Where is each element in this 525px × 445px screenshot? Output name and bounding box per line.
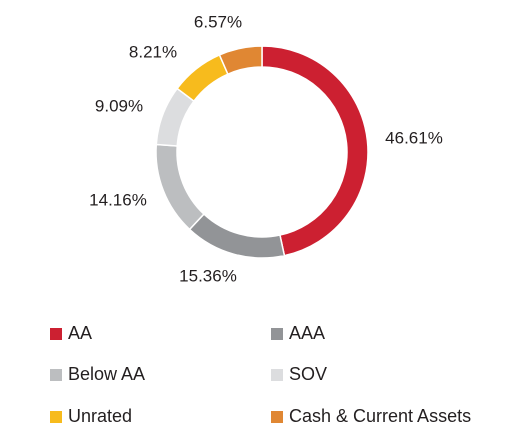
legend-label-cash: Cash & Current Assets <box>289 406 472 426</box>
legend-label-below-aa: Below AA <box>68 364 146 384</box>
legend-label-aaa: AAA <box>289 323 326 343</box>
donut-slice-aa <box>261 45 369 257</box>
donut-slice-below-aa <box>155 143 205 231</box>
legend-swatch-aaa <box>271 327 283 340</box>
legend-item-below-aa: Below AA <box>50 364 145 385</box>
legend-label-unrated: Unrated <box>68 406 133 426</box>
legend-item-sov: SOV <box>271 364 327 385</box>
legend-label-sov: SOV <box>289 364 328 384</box>
legend-item-aaa: AAA <box>271 323 325 344</box>
data-label-below-aa: 14.16% <box>89 190 147 209</box>
data-label-sov: 9.09% <box>95 96 143 115</box>
legend-swatch-cash <box>271 410 283 423</box>
legend-label-aa: AA <box>68 323 93 343</box>
chart-legend: AA AAA Below AA SOV Unrated Cash & Curre… <box>0 310 525 445</box>
data-label-aa: 46.61% <box>385 128 443 147</box>
legend-swatch-aa <box>50 327 62 340</box>
legend-item-aa: AA <box>50 323 92 344</box>
donut-slice-aaa <box>188 213 286 259</box>
donut-chart: 46.61% 15.36% 14.16% 9.09% 8.21% 6.57% <box>89 12 443 285</box>
legend-item-cash: Cash & Current Assets <box>271 406 471 427</box>
data-label-aaa: 15.36% <box>179 266 237 285</box>
legend-item-unrated: Unrated <box>50 406 132 427</box>
legend-swatch-sov <box>271 368 283 381</box>
donut-slice-cash-current-assets <box>218 45 263 76</box>
legend-swatch-below-aa <box>50 368 62 381</box>
data-label-unrated: 8.21% <box>129 42 177 61</box>
data-label-cash-current-assets: 6.57% <box>194 12 242 31</box>
donut-slice-unrated <box>176 53 229 103</box>
legend-swatch-unrated <box>50 410 62 423</box>
